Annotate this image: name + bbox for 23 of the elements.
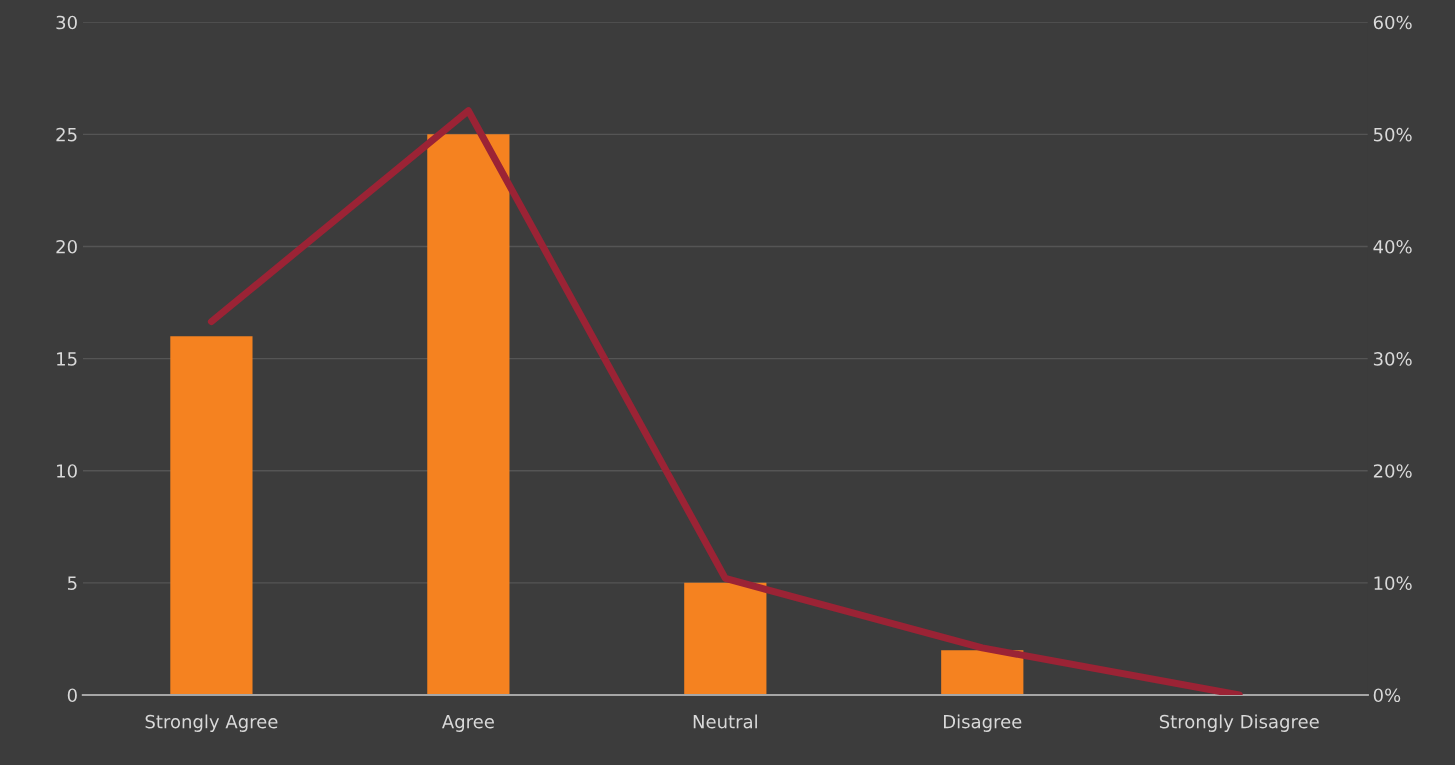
y-tick-label: 20 bbox=[56, 239, 77, 254]
x-tick-label: Strongly Disagree bbox=[1159, 714, 1319, 732]
x-tick-label: Disagree bbox=[944, 714, 1022, 732]
x-tick-label: Neutral bbox=[693, 714, 757, 729]
bar bbox=[427, 134, 510, 695]
y2-tick-label: 0% bbox=[1373, 688, 1401, 703]
y2-tick-label: 30% bbox=[1373, 352, 1412, 366]
y2-tick-label: 10% bbox=[1374, 576, 1412, 590]
y2-tick-label: 20% bbox=[1373, 464, 1412, 478]
y-tick-label: 30 bbox=[56, 15, 77, 30]
y2-tick-label: 40% bbox=[1373, 239, 1412, 254]
bar bbox=[684, 582, 767, 695]
y2-tick-label: 60% bbox=[1373, 15, 1412, 30]
y-tick-label: 10 bbox=[57, 464, 77, 478]
bar bbox=[170, 336, 253, 695]
y-tick-label: 5 bbox=[67, 576, 77, 590]
x-tick-label: Strongly Agree bbox=[145, 714, 278, 732]
y-tick-label: 15 bbox=[57, 352, 77, 366]
bar bbox=[941, 650, 1024, 695]
y-tick-label: 0 bbox=[67, 688, 77, 703]
y2-tick-label: 50% bbox=[1373, 127, 1412, 142]
x-tick-label: Agree bbox=[441, 715, 494, 732]
y-tick-label: 25 bbox=[56, 127, 77, 142]
